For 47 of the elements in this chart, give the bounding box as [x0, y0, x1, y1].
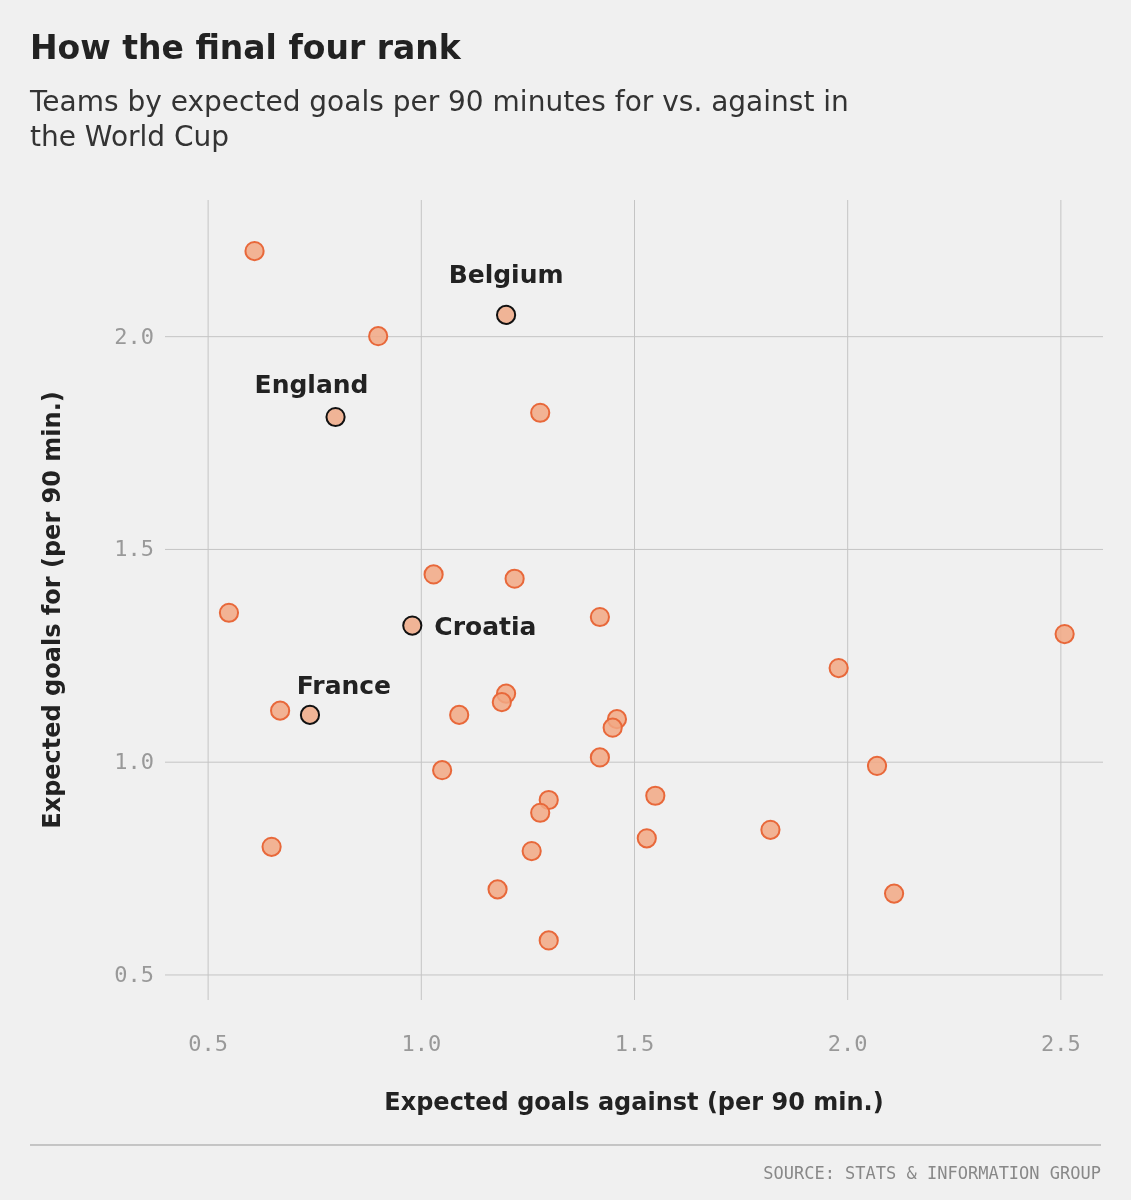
point — [368, 326, 389, 347]
point — [530, 402, 551, 423]
y-axis-title: Expected goals for (per 90 min.) — [38, 391, 66, 829]
x-tick-label: 1.5 — [614, 1031, 655, 1056]
point — [504, 568, 525, 589]
point — [636, 828, 657, 849]
point — [521, 840, 542, 862]
point — [866, 755, 888, 777]
point — [244, 240, 265, 262]
point — [218, 602, 240, 623]
point — [325, 406, 346, 428]
point — [760, 819, 781, 840]
point — [589, 606, 610, 628]
y-tick-label: 0.5 — [114, 962, 154, 988]
annotation: England — [254, 370, 369, 400]
annotation: Belgium — [448, 259, 564, 289]
chart-title: How the final four rank — [30, 28, 461, 67]
point — [402, 615, 423, 636]
point — [645, 785, 666, 806]
point — [491, 692, 512, 713]
point — [487, 879, 508, 900]
point — [602, 717, 623, 738]
point — [261, 836, 282, 857]
source-note: SOURCE: STATS & INFORMATION GROUP — [763, 1163, 1101, 1183]
x-tick-label: 2.0 — [827, 1031, 868, 1056]
x-tick-label: 1.0 — [401, 1031, 442, 1056]
annotation: France — [296, 670, 392, 700]
annotation: Croatia — [434, 611, 537, 641]
point — [495, 304, 517, 325]
y-tick-label: 2.0 — [114, 323, 154, 349]
x-tick-label: 2.5 — [1040, 1031, 1081, 1056]
point — [828, 658, 849, 679]
chart-subtitle: Teams by expected goals per 90 minutes for vs. against in the World Cup — [30, 84, 850, 154]
y-tick-label: 1.5 — [114, 536, 154, 562]
point — [883, 883, 905, 904]
point — [538, 930, 559, 951]
point — [1054, 623, 1075, 645]
point — [423, 564, 444, 585]
x-axis-title: Expected goals against (per 90 min.) — [384, 1088, 884, 1116]
point — [432, 760, 453, 781]
point — [530, 802, 551, 823]
point — [449, 704, 470, 725]
x-tick-label: 0.5 — [188, 1031, 229, 1056]
point — [589, 747, 610, 768]
y-tick-label: 1.0 — [114, 749, 154, 775]
point — [270, 700, 291, 721]
point — [299, 704, 321, 725]
